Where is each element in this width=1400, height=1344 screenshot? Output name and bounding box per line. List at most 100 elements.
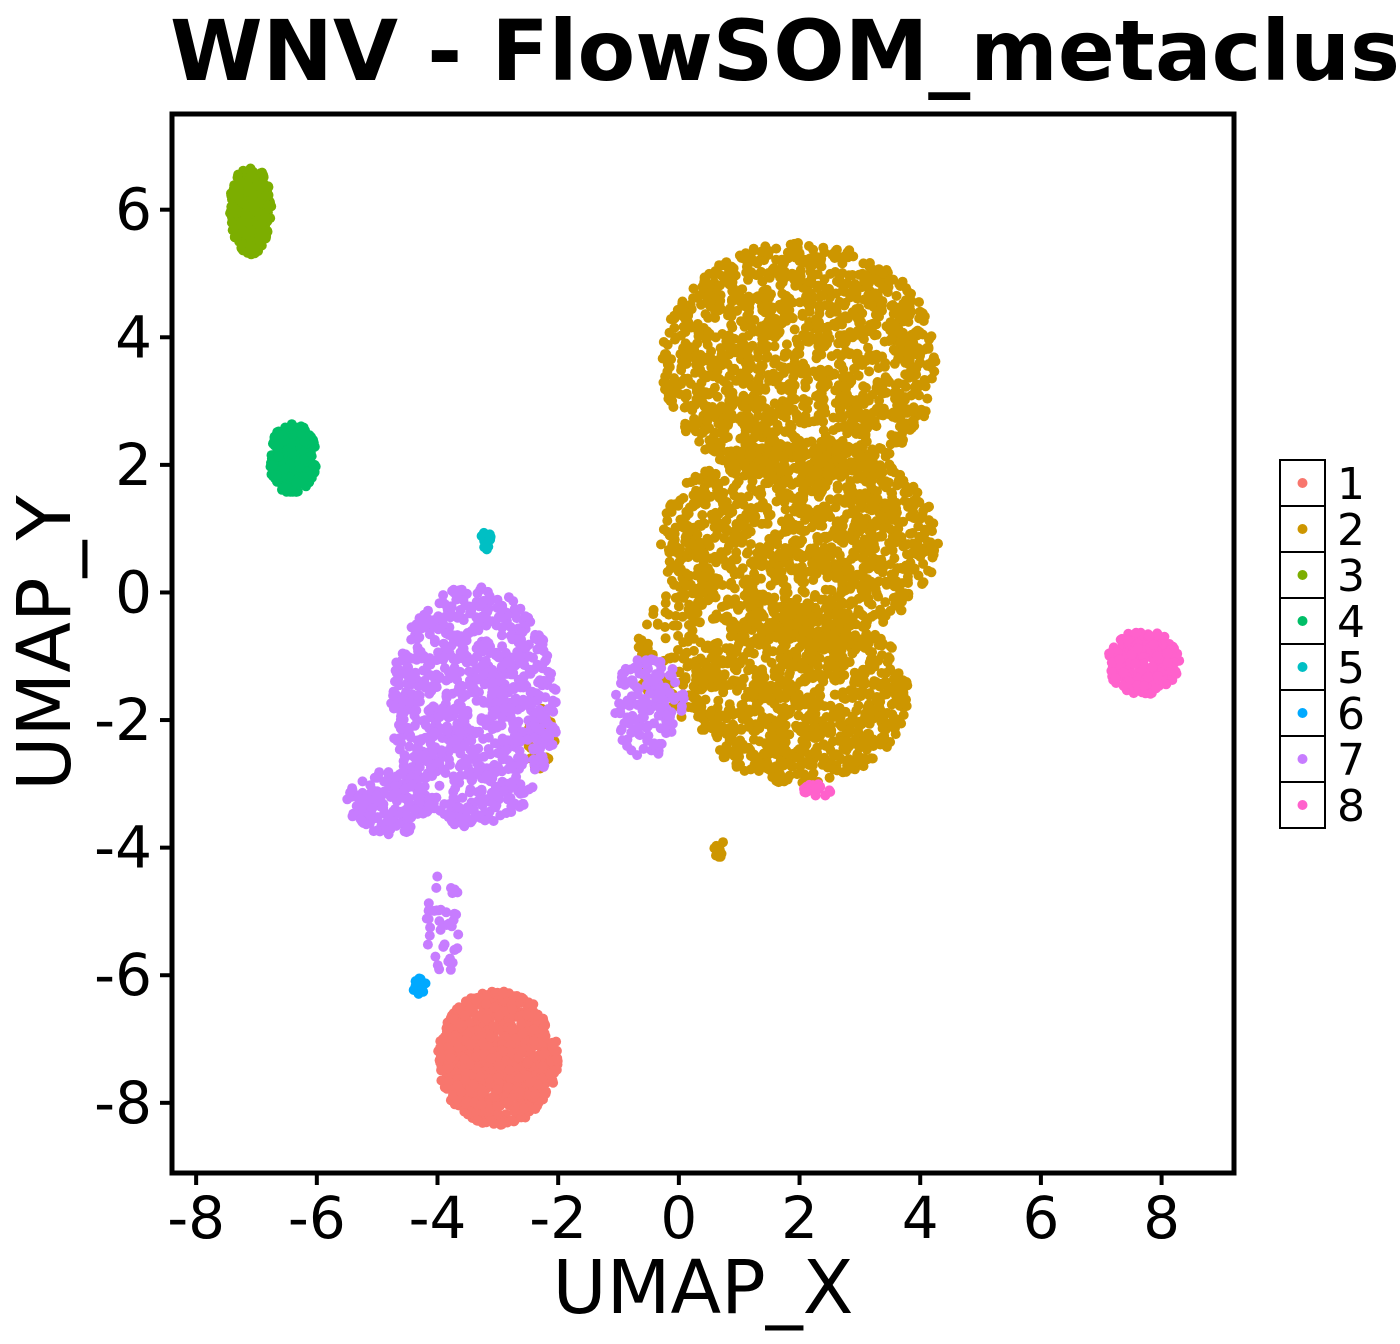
data-point (715, 356, 726, 367)
data-point (812, 701, 823, 712)
data-point (914, 297, 924, 308)
data-point (530, 1089, 540, 1100)
data-point (860, 419, 871, 430)
data-point (712, 638, 723, 648)
data-point (919, 524, 930, 535)
data-point (790, 432, 801, 443)
data-point (791, 720, 801, 731)
data-point (476, 1099, 487, 1110)
data-point (888, 344, 899, 355)
data-point (730, 459, 740, 470)
data-point (790, 692, 801, 703)
data-point (739, 254, 750, 264)
data-point (840, 627, 851, 638)
data-point (858, 258, 869, 269)
data-point (494, 1061, 505, 1071)
data-point (804, 241, 814, 251)
data-point (878, 617, 889, 627)
data-point (674, 591, 685, 602)
data-point (716, 349, 727, 360)
data-point (772, 688, 783, 699)
data-point (488, 1021, 499, 1032)
data-point (902, 497, 913, 508)
data-point (245, 240, 256, 251)
data-point (870, 583, 881, 594)
data-point (703, 662, 714, 673)
data-point (819, 274, 830, 285)
data-point (492, 1101, 503, 1112)
data-point (769, 341, 780, 352)
data-point (726, 311, 737, 322)
data-point (834, 550, 845, 561)
data-point (485, 1032, 496, 1043)
data-point (464, 1086, 475, 1097)
data-point (761, 284, 772, 295)
data-point (760, 319, 771, 330)
data-point (751, 399, 762, 410)
data-point (436, 1075, 447, 1086)
data-point (814, 409, 825, 420)
data-point (920, 375, 931, 386)
data-point (703, 312, 714, 323)
data-point (445, 1052, 456, 1063)
data-point (847, 648, 858, 659)
data-point (789, 324, 800, 335)
data-point (766, 723, 777, 734)
data-point (721, 524, 732, 535)
data-point (462, 1109, 473, 1120)
data-point (800, 377, 811, 388)
data-point (452, 1080, 463, 1090)
data-point (707, 358, 718, 369)
data-point (852, 313, 863, 324)
data-point (874, 395, 885, 406)
data-point (834, 404, 845, 415)
data-point (868, 407, 879, 418)
data-point (785, 659, 796, 670)
data-point (759, 456, 769, 467)
data-point (833, 300, 843, 311)
data-point (656, 539, 666, 550)
data-point (691, 382, 702, 393)
data-point (697, 552, 708, 562)
data-point (836, 721, 847, 732)
data-point (821, 622, 832, 633)
data-point (834, 274, 845, 285)
data-point (889, 408, 900, 419)
data-point (779, 747, 790, 757)
data-point (697, 724, 707, 735)
data-point (886, 569, 897, 580)
data-point (851, 348, 862, 359)
data-point (745, 611, 755, 622)
data-point (719, 669, 730, 680)
data-point (698, 678, 709, 688)
data-point (838, 285, 848, 296)
data-point (796, 634, 807, 645)
data-point (898, 475, 909, 486)
data-point (715, 295, 726, 306)
data-point (918, 558, 929, 569)
data-point (734, 568, 745, 579)
data-point (790, 535, 801, 546)
data-point (715, 491, 726, 502)
data-point (897, 276, 908, 287)
data-point (229, 231, 240, 242)
data-point (757, 547, 768, 558)
data-point (736, 348, 747, 359)
data-point (866, 599, 877, 610)
data-point (858, 294, 869, 305)
data-point (872, 494, 883, 504)
data-point (860, 488, 871, 499)
series-1-points (433, 986, 563, 1130)
data-point (753, 255, 764, 266)
data-point (770, 569, 781, 580)
data-point (877, 296, 888, 307)
data-point (798, 614, 809, 625)
data-point (708, 371, 719, 382)
data-point (735, 494, 746, 505)
data-point (745, 539, 756, 550)
data-point (459, 1010, 470, 1021)
data-point (748, 243, 759, 254)
data-point (673, 548, 684, 559)
data-point (762, 301, 773, 311)
data-point (789, 357, 800, 368)
